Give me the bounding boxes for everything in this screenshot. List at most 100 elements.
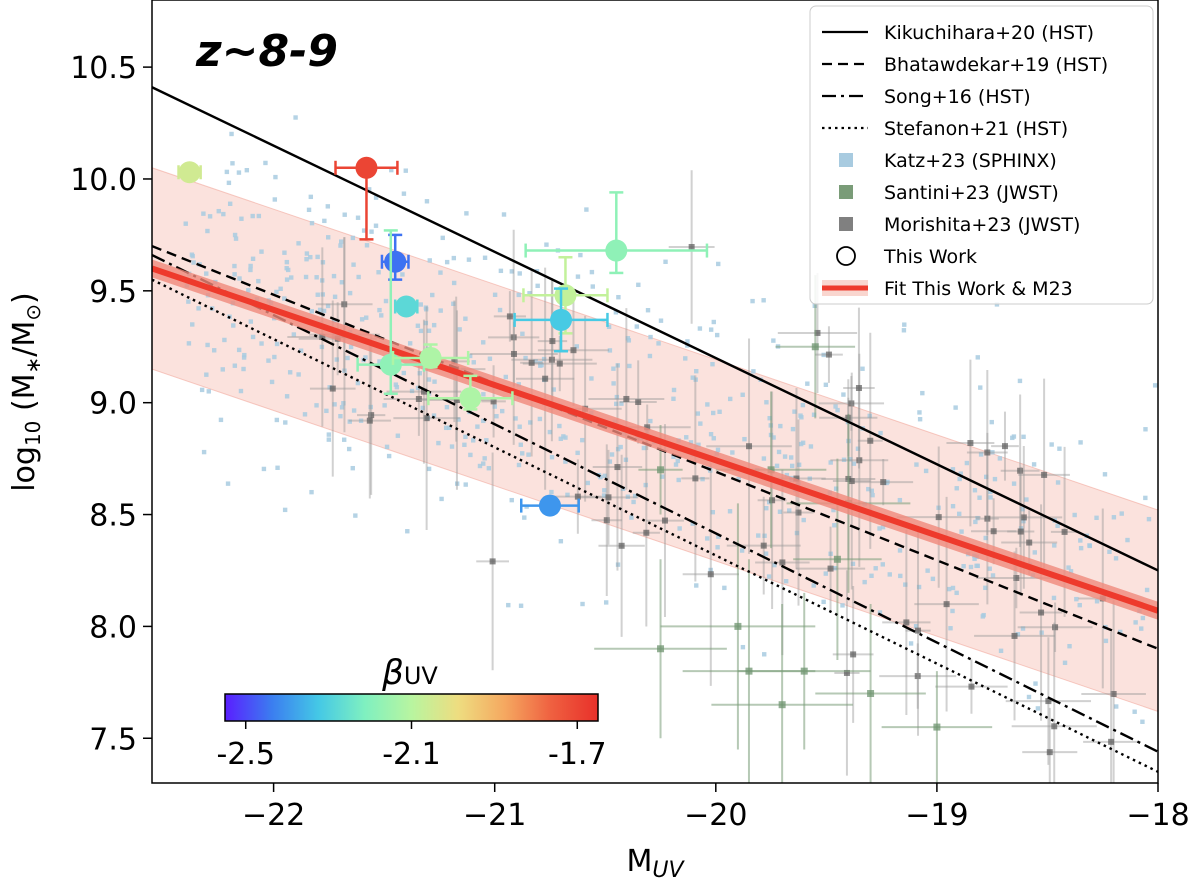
legend-square-swatch bbox=[839, 217, 853, 231]
katz-sphinx-point bbox=[423, 305, 429, 310]
legend-square-swatch bbox=[839, 153, 853, 167]
katz-sphinx-point bbox=[501, 212, 507, 217]
katz-sphinx-point bbox=[565, 492, 570, 498]
katz-sphinx-point bbox=[977, 495, 982, 500]
katz-sphinx-point bbox=[509, 497, 514, 503]
katz-sphinx-point bbox=[869, 573, 874, 578]
katz-sphinx-point bbox=[376, 270, 381, 275]
katz-sphinx-point bbox=[983, 585, 988, 591]
katz-sphinx-point bbox=[611, 366, 616, 371]
katz-sphinx-point bbox=[821, 352, 826, 358]
katz-sphinx-point bbox=[683, 356, 688, 361]
katz-sphinx-point bbox=[351, 408, 357, 413]
katz-sphinx-point bbox=[287, 370, 293, 375]
this-work-point bbox=[178, 161, 201, 184]
katz-sphinx-point bbox=[457, 327, 462, 332]
katz-sphinx-point bbox=[636, 282, 641, 288]
katz-sphinx-point bbox=[645, 308, 651, 313]
morishita-point bbox=[368, 412, 375, 419]
santini-point bbox=[657, 466, 665, 474]
katz-sphinx-point bbox=[740, 644, 746, 650]
katz-sphinx-point bbox=[658, 318, 664, 323]
katz-sphinx-point bbox=[317, 307, 323, 313]
katz-sphinx-point bbox=[750, 298, 755, 304]
katz-sphinx-point bbox=[315, 254, 320, 260]
katz-sphinx-point bbox=[561, 434, 566, 439]
katz-sphinx-point bbox=[275, 465, 280, 470]
katz-sphinx-point bbox=[241, 355, 247, 360]
katz-sphinx-point bbox=[916, 584, 922, 590]
katz-sphinx-point bbox=[625, 494, 631, 499]
morishita-point bbox=[570, 347, 577, 354]
katz-sphinx-point bbox=[484, 438, 489, 443]
morishita-point bbox=[856, 457, 863, 464]
katz-sphinx-point bbox=[771, 435, 776, 440]
katz-sphinx-point bbox=[676, 477, 681, 483]
morishita-point bbox=[1013, 575, 1020, 582]
katz-sphinx-point bbox=[325, 204, 331, 209]
morishita-point bbox=[688, 243, 695, 250]
relation-line-dashdot bbox=[152, 253, 1158, 753]
katz-sphinx-point bbox=[632, 493, 638, 499]
katz-sphinx-point bbox=[589, 376, 594, 381]
katz-sphinx-point bbox=[1146, 516, 1152, 522]
katz-sphinx-point bbox=[1152, 383, 1158, 388]
katz-sphinx-point bbox=[788, 455, 794, 460]
katz-sphinx-point bbox=[762, 533, 767, 538]
relation-line-dashed bbox=[152, 244, 1158, 650]
katz-sphinx-point bbox=[522, 515, 527, 520]
legend-item: Stefanon+21 (HST) bbox=[822, 118, 1068, 140]
katz-sphinx-point bbox=[1067, 643, 1072, 649]
katz-sphinx-point bbox=[1068, 569, 1074, 574]
katz-sphinx-point bbox=[866, 486, 871, 492]
katz-sphinx-point bbox=[601, 493, 607, 498]
morishita-point bbox=[692, 475, 699, 482]
x-tick-label: −18 bbox=[1126, 798, 1189, 833]
katz-sphinx-point bbox=[708, 327, 714, 332]
katz-sphinx-point bbox=[282, 250, 287, 255]
katz-sphinx-point bbox=[516, 292, 521, 298]
katz-sphinx-point bbox=[831, 507, 836, 513]
katz-sphinx-point bbox=[984, 474, 989, 480]
katz-sphinx-point bbox=[273, 174, 278, 180]
morishita-point bbox=[746, 443, 753, 450]
katz-sphinx-point bbox=[309, 489, 314, 495]
katz-sphinx-point bbox=[221, 211, 226, 217]
katz-sphinx-point bbox=[850, 561, 856, 567]
katz-sphinx-point bbox=[549, 455, 555, 460]
katz-sphinx-point bbox=[326, 432, 332, 437]
katz-sphinx-point bbox=[684, 435, 689, 440]
katz-sphinx-point bbox=[405, 529, 410, 534]
katz-sphinx-point bbox=[284, 259, 290, 265]
this-work-point bbox=[459, 387, 482, 410]
katz-sphinx-point bbox=[518, 442, 523, 447]
katz-sphinx-point bbox=[345, 355, 350, 361]
santini-point bbox=[778, 701, 786, 709]
morishita-point bbox=[1017, 467, 1024, 474]
katz-sphinx-point bbox=[870, 492, 875, 498]
katz-sphinx-point bbox=[494, 414, 499, 419]
katz-sphinx-point bbox=[1021, 518, 1026, 524]
katz-sphinx-point bbox=[350, 465, 355, 471]
katz-sphinx-point bbox=[438, 308, 443, 313]
katz-sphinx-point bbox=[463, 316, 468, 321]
katz-sphinx-point bbox=[486, 466, 492, 471]
katz-sphinx-point bbox=[304, 251, 310, 256]
morishita-point bbox=[542, 375, 549, 382]
katz-sphinx-point bbox=[296, 241, 301, 246]
morishita-point bbox=[453, 397, 460, 404]
katz-sphinx-point bbox=[614, 394, 620, 400]
plot-frame bbox=[151, 0, 1159, 784]
katz-sphinx-point bbox=[1111, 515, 1117, 520]
katz-sphinx-point bbox=[427, 258, 432, 263]
this-work-point bbox=[355, 156, 378, 179]
katz-sphinx-point bbox=[730, 450, 735, 455]
katz-sphinx-point bbox=[808, 444, 814, 449]
morishita-point bbox=[341, 301, 348, 308]
katz-sphinx-point bbox=[685, 339, 690, 344]
katz-sphinx-point bbox=[216, 208, 221, 214]
katz-sphinx-point bbox=[326, 235, 331, 240]
katz-sphinx-point bbox=[326, 437, 332, 442]
katz-sphinx-point bbox=[739, 548, 745, 553]
katz-sphinx-point bbox=[575, 274, 581, 279]
